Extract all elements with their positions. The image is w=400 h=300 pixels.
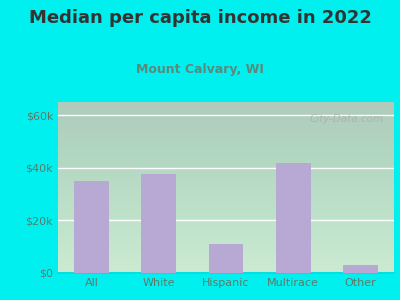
Text: Median per capita income in 2022: Median per capita income in 2022 (28, 9, 372, 27)
Bar (74, 181, 109, 273)
Bar (208, 244, 244, 273)
Bar (141, 174, 176, 273)
Text: City-Data.com: City-Data.com (310, 114, 384, 124)
Bar (343, 265, 378, 273)
Bar (276, 163, 311, 273)
Text: Mount Calvary, WI: Mount Calvary, WI (136, 63, 264, 76)
